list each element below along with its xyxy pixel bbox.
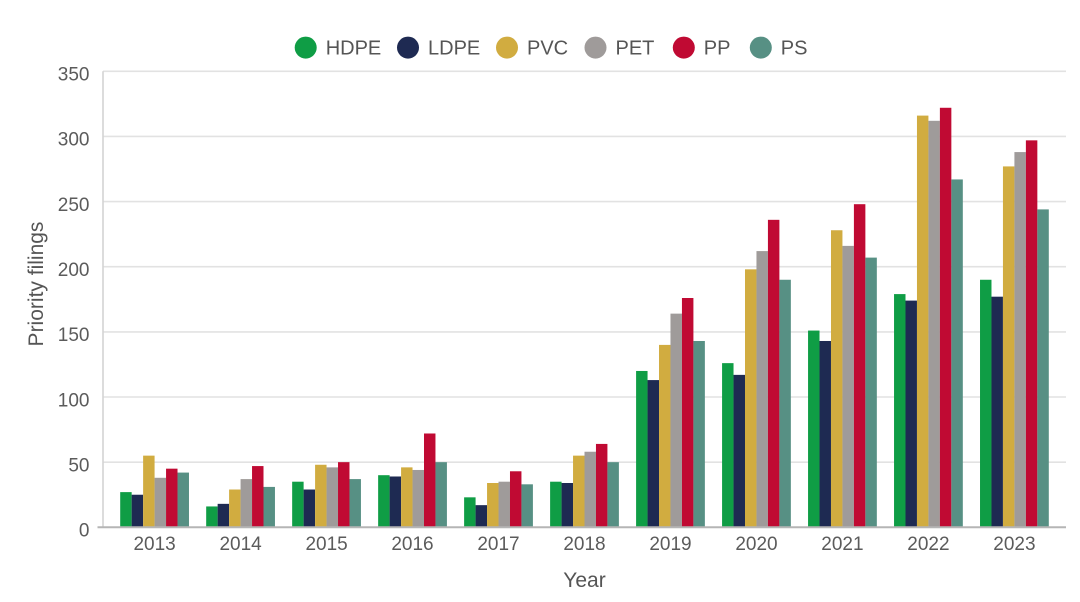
svg-text:200: 200: [58, 260, 90, 281]
svg-text:300: 300: [58, 130, 90, 151]
svg-text:2017: 2017: [477, 534, 519, 555]
svg-text:2021: 2021: [821, 534, 863, 555]
svg-text:2022: 2022: [907, 534, 949, 555]
svg-text:2015: 2015: [305, 534, 347, 555]
svg-text:100: 100: [58, 390, 90, 411]
svg-text:2023: 2023: [993, 534, 1035, 555]
svg-text:PET: PET: [616, 38, 655, 60]
svg-text:150: 150: [58, 325, 90, 346]
svg-text:Year: Year: [563, 569, 605, 592]
svg-text:0: 0: [79, 521, 90, 542]
svg-text:2013: 2013: [133, 534, 175, 555]
svg-text:2014: 2014: [219, 534, 262, 555]
svg-text:2020: 2020: [735, 534, 777, 555]
svg-text:PP: PP: [704, 38, 731, 60]
svg-text:50: 50: [68, 456, 89, 477]
svg-text:PVC: PVC: [527, 38, 568, 60]
svg-text:2016: 2016: [391, 534, 433, 555]
svg-text:PS: PS: [781, 38, 808, 60]
svg-text:250: 250: [58, 195, 90, 216]
svg-text:HDPE: HDPE: [326, 38, 382, 60]
svg-text:350: 350: [58, 65, 90, 86]
svg-text:2019: 2019: [649, 534, 691, 555]
svg-text:Priority filings: Priority filings: [25, 222, 48, 347]
svg-text:2018: 2018: [563, 534, 605, 555]
svg-text:LDPE: LDPE: [428, 38, 480, 60]
